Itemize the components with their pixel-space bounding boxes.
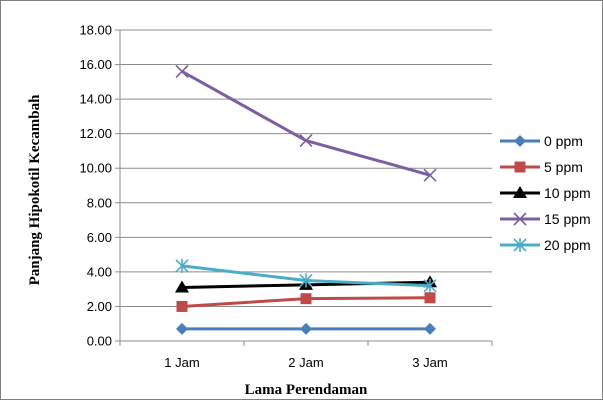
legend-marker <box>513 212 527 226</box>
data-point <box>423 278 437 293</box>
legend: 0 ppm 5 ppm 10 ppm 15 ppm 20 ppm <box>500 133 591 253</box>
legend-marker <box>513 186 527 198</box>
axes <box>115 29 493 346</box>
x-tick-label: 2 Jam <box>288 355 323 370</box>
y-tick-label: 2.00 <box>87 299 112 314</box>
series-line <box>181 70 431 177</box>
data-point <box>424 292 436 304</box>
y-tick-label: 12.00 <box>79 126 112 141</box>
legend-marker <box>514 161 526 173</box>
data-point <box>300 293 312 305</box>
y-tick-label: 0.00 <box>87 334 112 349</box>
legend-label: 5 ppm <box>544 159 583 175</box>
data-point <box>176 322 188 335</box>
y-tick-label: 16.00 <box>79 57 112 72</box>
y-tick-label: 6.00 <box>87 230 112 245</box>
legend-item: 20 ppm <box>500 237 591 253</box>
data-point <box>176 300 188 312</box>
y-tick-label: 8.00 <box>87 195 112 210</box>
data-point <box>175 280 189 293</box>
legend-label: 20 ppm <box>544 237 591 253</box>
x-tick-label: 3 Jam <box>412 355 447 370</box>
y-axis-label: Panjang Hipokotil Kecambah <box>27 94 43 286</box>
legend-item: 10 ppm <box>500 185 591 201</box>
x-axis-label: Lama Perendaman <box>245 382 368 398</box>
data-point <box>423 168 437 182</box>
x-tick-label: 1 Jam <box>164 355 199 370</box>
legend-label: 0 ppm <box>544 133 583 149</box>
legend-label: 10 ppm <box>544 185 591 201</box>
y-tick-labels: 0.00 2.00 4.00 6.00 8.00 10.00 12.00 14.00 16.00… <box>79 23 112 349</box>
data-point <box>175 64 189 79</box>
data-point <box>299 134 313 148</box>
data-point <box>424 322 436 335</box>
series-lines <box>175 64 437 335</box>
data-point <box>299 273 313 288</box>
legend-marker <box>513 238 527 252</box>
legend-item: 5 ppm <box>500 159 583 175</box>
legend-marker <box>514 135 526 147</box>
data-point <box>300 322 312 335</box>
y-tick-label: 18.00 <box>79 23 112 38</box>
y-tick-label: 4.00 <box>87 264 112 279</box>
y-tick-label: 14.00 <box>79 92 112 107</box>
legend-item: 0 ppm <box>500 133 583 149</box>
y-tick-label: 10.00 <box>79 161 112 176</box>
data-point <box>175 258 189 273</box>
gridlines <box>120 29 492 307</box>
legend-item: 15 ppm <box>500 211 591 227</box>
x-tick-labels: 1 Jam 2 Jam 3 Jam <box>164 355 447 370</box>
legend-label: 15 ppm <box>544 211 591 227</box>
